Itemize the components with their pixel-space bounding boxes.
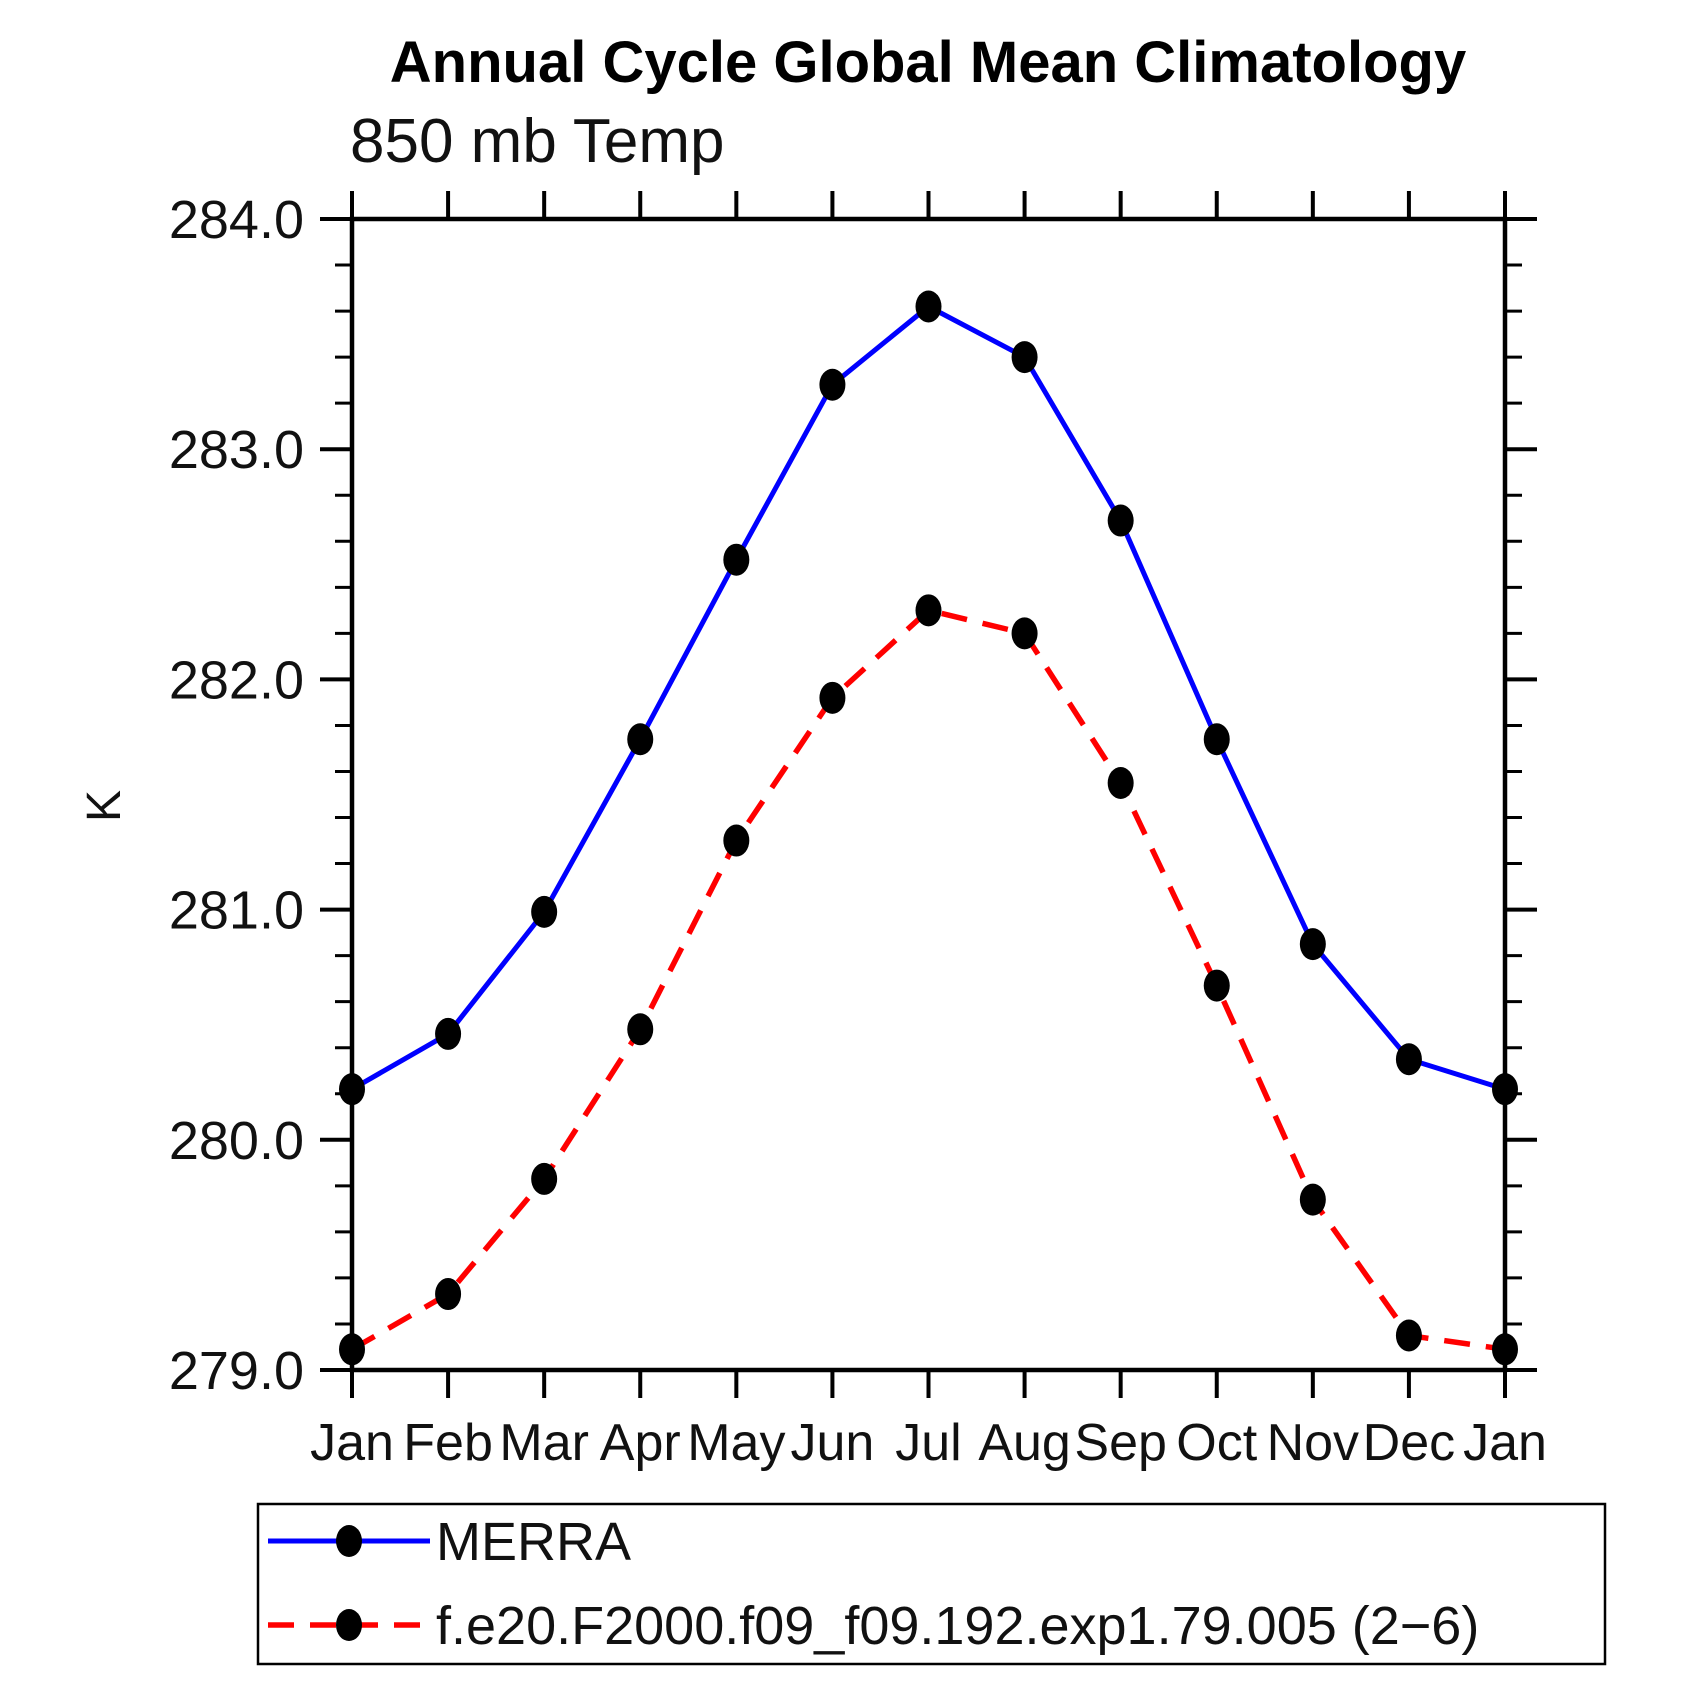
data-point-marker	[1107, 766, 1134, 799]
data-point-marker	[723, 543, 750, 576]
data-point-marker	[627, 723, 654, 756]
y-tick-label: 280.0	[169, 1111, 304, 1171]
y-tick-label: 284.0	[169, 190, 304, 250]
data-point-marker	[1299, 928, 1326, 961]
data-point-marker	[915, 594, 942, 627]
legend-item-model: f.e20.F2000.f09_f09.192.exp1.79.005 (2−6…	[268, 1596, 1479, 1656]
series-line-merra	[350, 303, 1506, 1092]
plot-frame	[349, 216, 1508, 1373]
month-label: Jan	[310, 1414, 394, 1472]
data-point-marker	[435, 1017, 462, 1050]
month-label: May	[687, 1414, 785, 1472]
series-line-model	[350, 607, 1506, 1353]
legend-marker-icon	[336, 1525, 362, 1557]
data-point-marker	[819, 681, 846, 714]
y-axis-label: K	[78, 790, 131, 822]
data-point-marker	[915, 290, 942, 323]
chart-title: Annual Cycle Global Mean Climatology	[390, 30, 1466, 95]
legend: MERRA f.e20.F2000.f09_f09.192.exp1.79.00…	[256, 1502, 1607, 1666]
y-tick-label: 279.0	[169, 1341, 304, 1401]
data-point-marker	[1492, 1073, 1518, 1106]
month-label: Aug	[978, 1414, 1071, 1472]
legend-marker-icon	[336, 1609, 362, 1641]
data-point-marker	[1011, 617, 1038, 650]
data-point-marker	[1492, 1333, 1518, 1366]
month-label: Oct	[1176, 1414, 1257, 1472]
data-point-marker	[1395, 1319, 1422, 1352]
legend-box	[256, 1502, 1607, 1666]
y-tick-label: 282.0	[169, 650, 304, 710]
data-point-marker	[1299, 1183, 1326, 1216]
data-point-marker	[339, 1333, 365, 1366]
legend-label-model: f.e20.F2000.f09_f09.192.exp1.79.005 (2−6…	[436, 1596, 1479, 1656]
legend-label-merra: MERRA	[436, 1512, 631, 1572]
data-point-marker	[1107, 504, 1134, 537]
month-label: Nov	[1267, 1414, 1359, 1472]
data-point-marker	[627, 1013, 654, 1046]
y-tick-label: 283.0	[169, 420, 304, 480]
chart-subtitle: 850 mb Temp	[350, 107, 725, 176]
y-tick-label: 281.0	[169, 881, 304, 941]
month-label: Mar	[499, 1414, 589, 1472]
month-label: Jul	[895, 1414, 961, 1472]
month-label: Apr	[600, 1414, 681, 1472]
legend-item-merra: MERRA	[268, 1512, 631, 1572]
month-label: Sep	[1074, 1414, 1167, 1472]
data-point-marker	[435, 1278, 462, 1311]
data-point-marker	[1011, 341, 1038, 374]
month-label: Jan	[1463, 1414, 1547, 1472]
data-point-marker	[1203, 723, 1230, 756]
month-label: Jun	[790, 1414, 874, 1472]
month-label: Feb	[403, 1414, 493, 1472]
data-point-marker	[531, 895, 558, 928]
data-point-marker	[531, 1162, 558, 1195]
data-point-marker	[339, 1073, 365, 1106]
month-label: Dec	[1363, 1414, 1455, 1472]
data-point-marker	[819, 368, 846, 401]
series-layer	[339, 290, 1518, 1366]
data-point-marker	[1395, 1043, 1422, 1076]
data-point-marker	[723, 824, 750, 857]
data-point-marker	[1203, 969, 1230, 1002]
